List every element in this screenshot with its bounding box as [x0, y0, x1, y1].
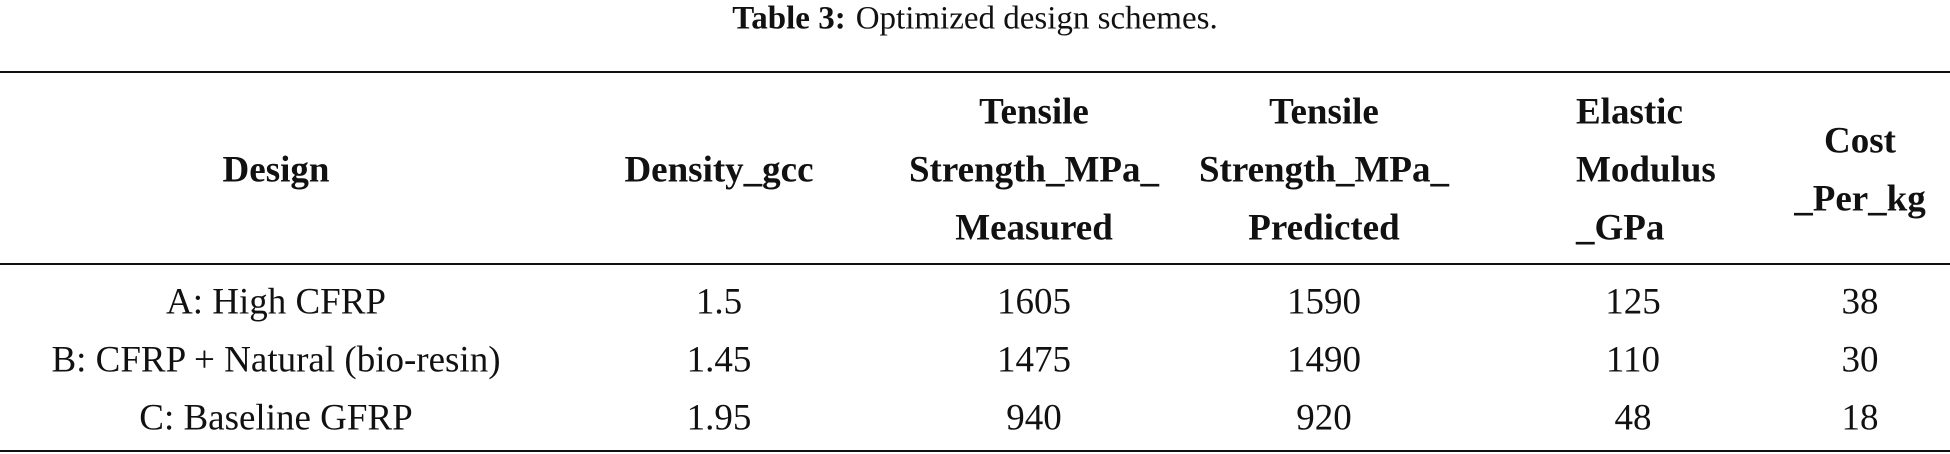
table-cell: 30 — [1841, 339, 1879, 381]
title-caption: Optimized design schemes. — [855, 0, 1218, 37]
top-rule — [0, 71, 1950, 73]
table-cell: 920 — [1296, 397, 1352, 439]
header-cell: Cost — [1824, 120, 1896, 162]
table-cell: 1.5 — [695, 281, 743, 323]
table-title: Table 3: Optimized design schemes. — [732, 1, 1217, 38]
header-cell: Measured — [955, 207, 1113, 249]
table-cell: 1475 — [997, 339, 1071, 381]
table-cell: 1590 — [1287, 281, 1361, 323]
table-cell: 1490 — [1287, 339, 1361, 381]
mid-rule — [0, 263, 1950, 265]
header-cell: Strength_MPa_ — [908, 149, 1160, 191]
header-cell: _GPa — [1576, 207, 1665, 249]
table-cell: 1.95 — [686, 397, 752, 439]
table-cell: C: Baseline GFRP — [139, 397, 413, 439]
header-cell: Density_gcc — [624, 149, 814, 191]
header-cell: Modulus — [1576, 149, 1716, 191]
table-cell: 110 — [1605, 339, 1661, 381]
header-cell: Strength_MPa_ — [1198, 149, 1450, 191]
table-cell: 38 — [1841, 281, 1879, 323]
header-cell: Tensile — [1269, 91, 1379, 133]
table-cell: 1.45 — [686, 339, 752, 381]
bottom-rule — [0, 450, 1950, 452]
header-cell: Predicted — [1248, 207, 1400, 249]
table-cell: 940 — [1006, 397, 1062, 439]
table-cell: 125 — [1605, 281, 1661, 323]
header-cell: Design — [222, 149, 330, 191]
table-cell: B: CFRP + Natural (bio-resin) — [51, 339, 501, 381]
header-cell: Elastic — [1576, 91, 1683, 133]
table-cell: 18 — [1841, 397, 1879, 439]
table-cell: 1605 — [997, 281, 1071, 323]
table-cell: A: High CFRP — [165, 281, 387, 323]
title-label: Table 3: — [732, 0, 846, 37]
table-cell: 48 — [1614, 397, 1652, 439]
header-cell: _Per_kg — [1794, 178, 1926, 220]
header-cell: Tensile — [979, 91, 1089, 133]
